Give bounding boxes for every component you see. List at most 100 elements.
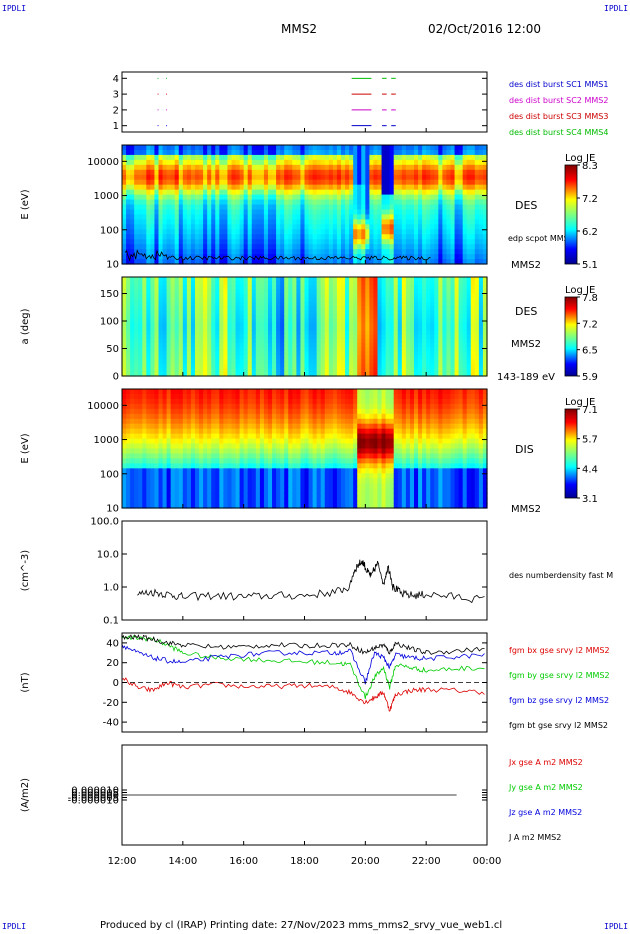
dis_energy-pixel [170,453,176,460]
des_pitch-pixel [154,289,160,295]
des_pitch-pixel [126,343,131,348]
dis_energy-pixel [134,493,139,499]
des_energy-pixel [381,189,387,196]
des_pitch-pixel [478,338,484,344]
des_energy-pixel [154,145,160,151]
des_pitch-pixel [341,314,346,319]
dis_energy-pixel [223,498,229,504]
des_energy-pixel [316,244,322,250]
dis_energy-pixel [150,463,156,469]
des_pitch-pixel [276,359,281,365]
des_pitch-pixel [357,318,362,323]
des_energy-pixel [349,219,354,225]
des_pitch-pixel [369,289,375,295]
dis_energy-pixel [138,478,143,484]
des_pitch-pixel [332,326,338,332]
des_pitch-pixel [418,343,423,348]
des_energy-pixel [385,214,391,220]
des_energy-pixel [263,204,269,211]
des_energy-pixel [243,199,249,206]
des_pitch-pixel [239,281,245,286]
des_energy-pixel [458,189,464,196]
des_pitch-pixel [219,326,224,332]
des_energy-pixel [227,244,233,250]
des_energy-pixel [442,199,448,206]
des_energy-pixel [255,214,261,220]
des_pitch-pixel [328,351,334,356]
des_energy-pixel [438,214,443,220]
des_pitch-pixel [474,297,480,303]
des_energy-pixel [280,209,285,216]
des_pitch-pixel [215,318,220,323]
des_pitch-pixel [223,367,229,373]
des_pitch-pixel [462,359,468,365]
des_pitch-pixel [170,351,176,356]
des_pitch-pixel [466,281,472,286]
des_energy-pixel [178,209,184,216]
des_pitch-pixel [365,305,370,311]
des_pitch-pixel [138,281,143,286]
des_pitch-pixel [174,314,180,319]
des_pitch-pixel [442,289,448,295]
dis_energy-pixel [215,458,220,464]
des_energy-pixel [328,189,334,196]
des_pitch-pixel [231,277,237,282]
des_pitch-pixel [450,318,456,323]
des_energy-pixel [272,244,277,250]
des_energy-pixel [280,204,285,211]
dis_energy-pixel [150,438,156,445]
des_energy-pixel [312,189,318,196]
des_energy-pixel [389,164,395,171]
des_energy-pixel [170,219,176,225]
des_energy-pixel [414,174,419,181]
des_pitch-pixel [478,318,484,323]
des_pitch-pixel [409,285,415,290]
des_pitch-pixel [373,297,379,303]
des_pitch-pixel [292,359,297,365]
des_pitch-pixel [377,326,383,332]
datetime-title: 02/Oct/2016 12:00 [428,22,542,36]
des_energy-pixel [166,189,172,196]
des_energy-pixel [195,199,200,206]
dis_energy-pixel [207,433,212,440]
des_energy-pixel [296,154,302,161]
des_energy-pixel [434,174,439,181]
des_energy-pixel [138,234,143,240]
des_energy-pixel [280,219,285,225]
des_pitch-pixel [320,347,326,352]
des_pitch-pixel [304,334,310,340]
des_pitch-pixel [389,289,395,295]
des_energy-pixel [178,159,184,166]
des_pitch-pixel [227,363,233,369]
des_energy-pixel [272,194,277,201]
des_pitch-pixel [134,330,139,336]
des_energy-pixel [365,234,370,240]
dis_energy-pixel [174,408,180,415]
des_energy-pixel [268,189,273,196]
des_energy-pixel [422,169,427,176]
des_energy-pixel [130,234,135,240]
des_energy-pixel [235,234,241,240]
des_pitch-pixel [361,297,366,303]
dis_energy-pixel [186,443,192,450]
des_energy-pixel [170,209,176,216]
dis_energy-pixel [122,498,127,504]
des_energy-pixel [154,239,160,245]
des_pitch-pixel [190,322,196,328]
des_pitch-pixel [446,351,452,356]
dis_energy-pixel [162,488,168,494]
des_pitch-pixel [442,281,448,286]
des_pitch-pixel [126,326,131,332]
des_pitch-pixel [186,355,192,361]
des_pitch-pixel [158,285,164,290]
des_energy-pixel [462,234,468,240]
dis_energy-pixel [190,398,196,405]
dis_energy-pixel [231,408,237,415]
des_energy-pixel [239,204,245,211]
des_energy-pixel [418,145,423,151]
dis_energy-pixel [215,423,220,430]
des_energy-pixel [134,219,139,225]
des_energy-pixel [458,244,464,250]
des_pitch-pixel [345,359,350,365]
des_pitch-pixel [304,343,310,348]
